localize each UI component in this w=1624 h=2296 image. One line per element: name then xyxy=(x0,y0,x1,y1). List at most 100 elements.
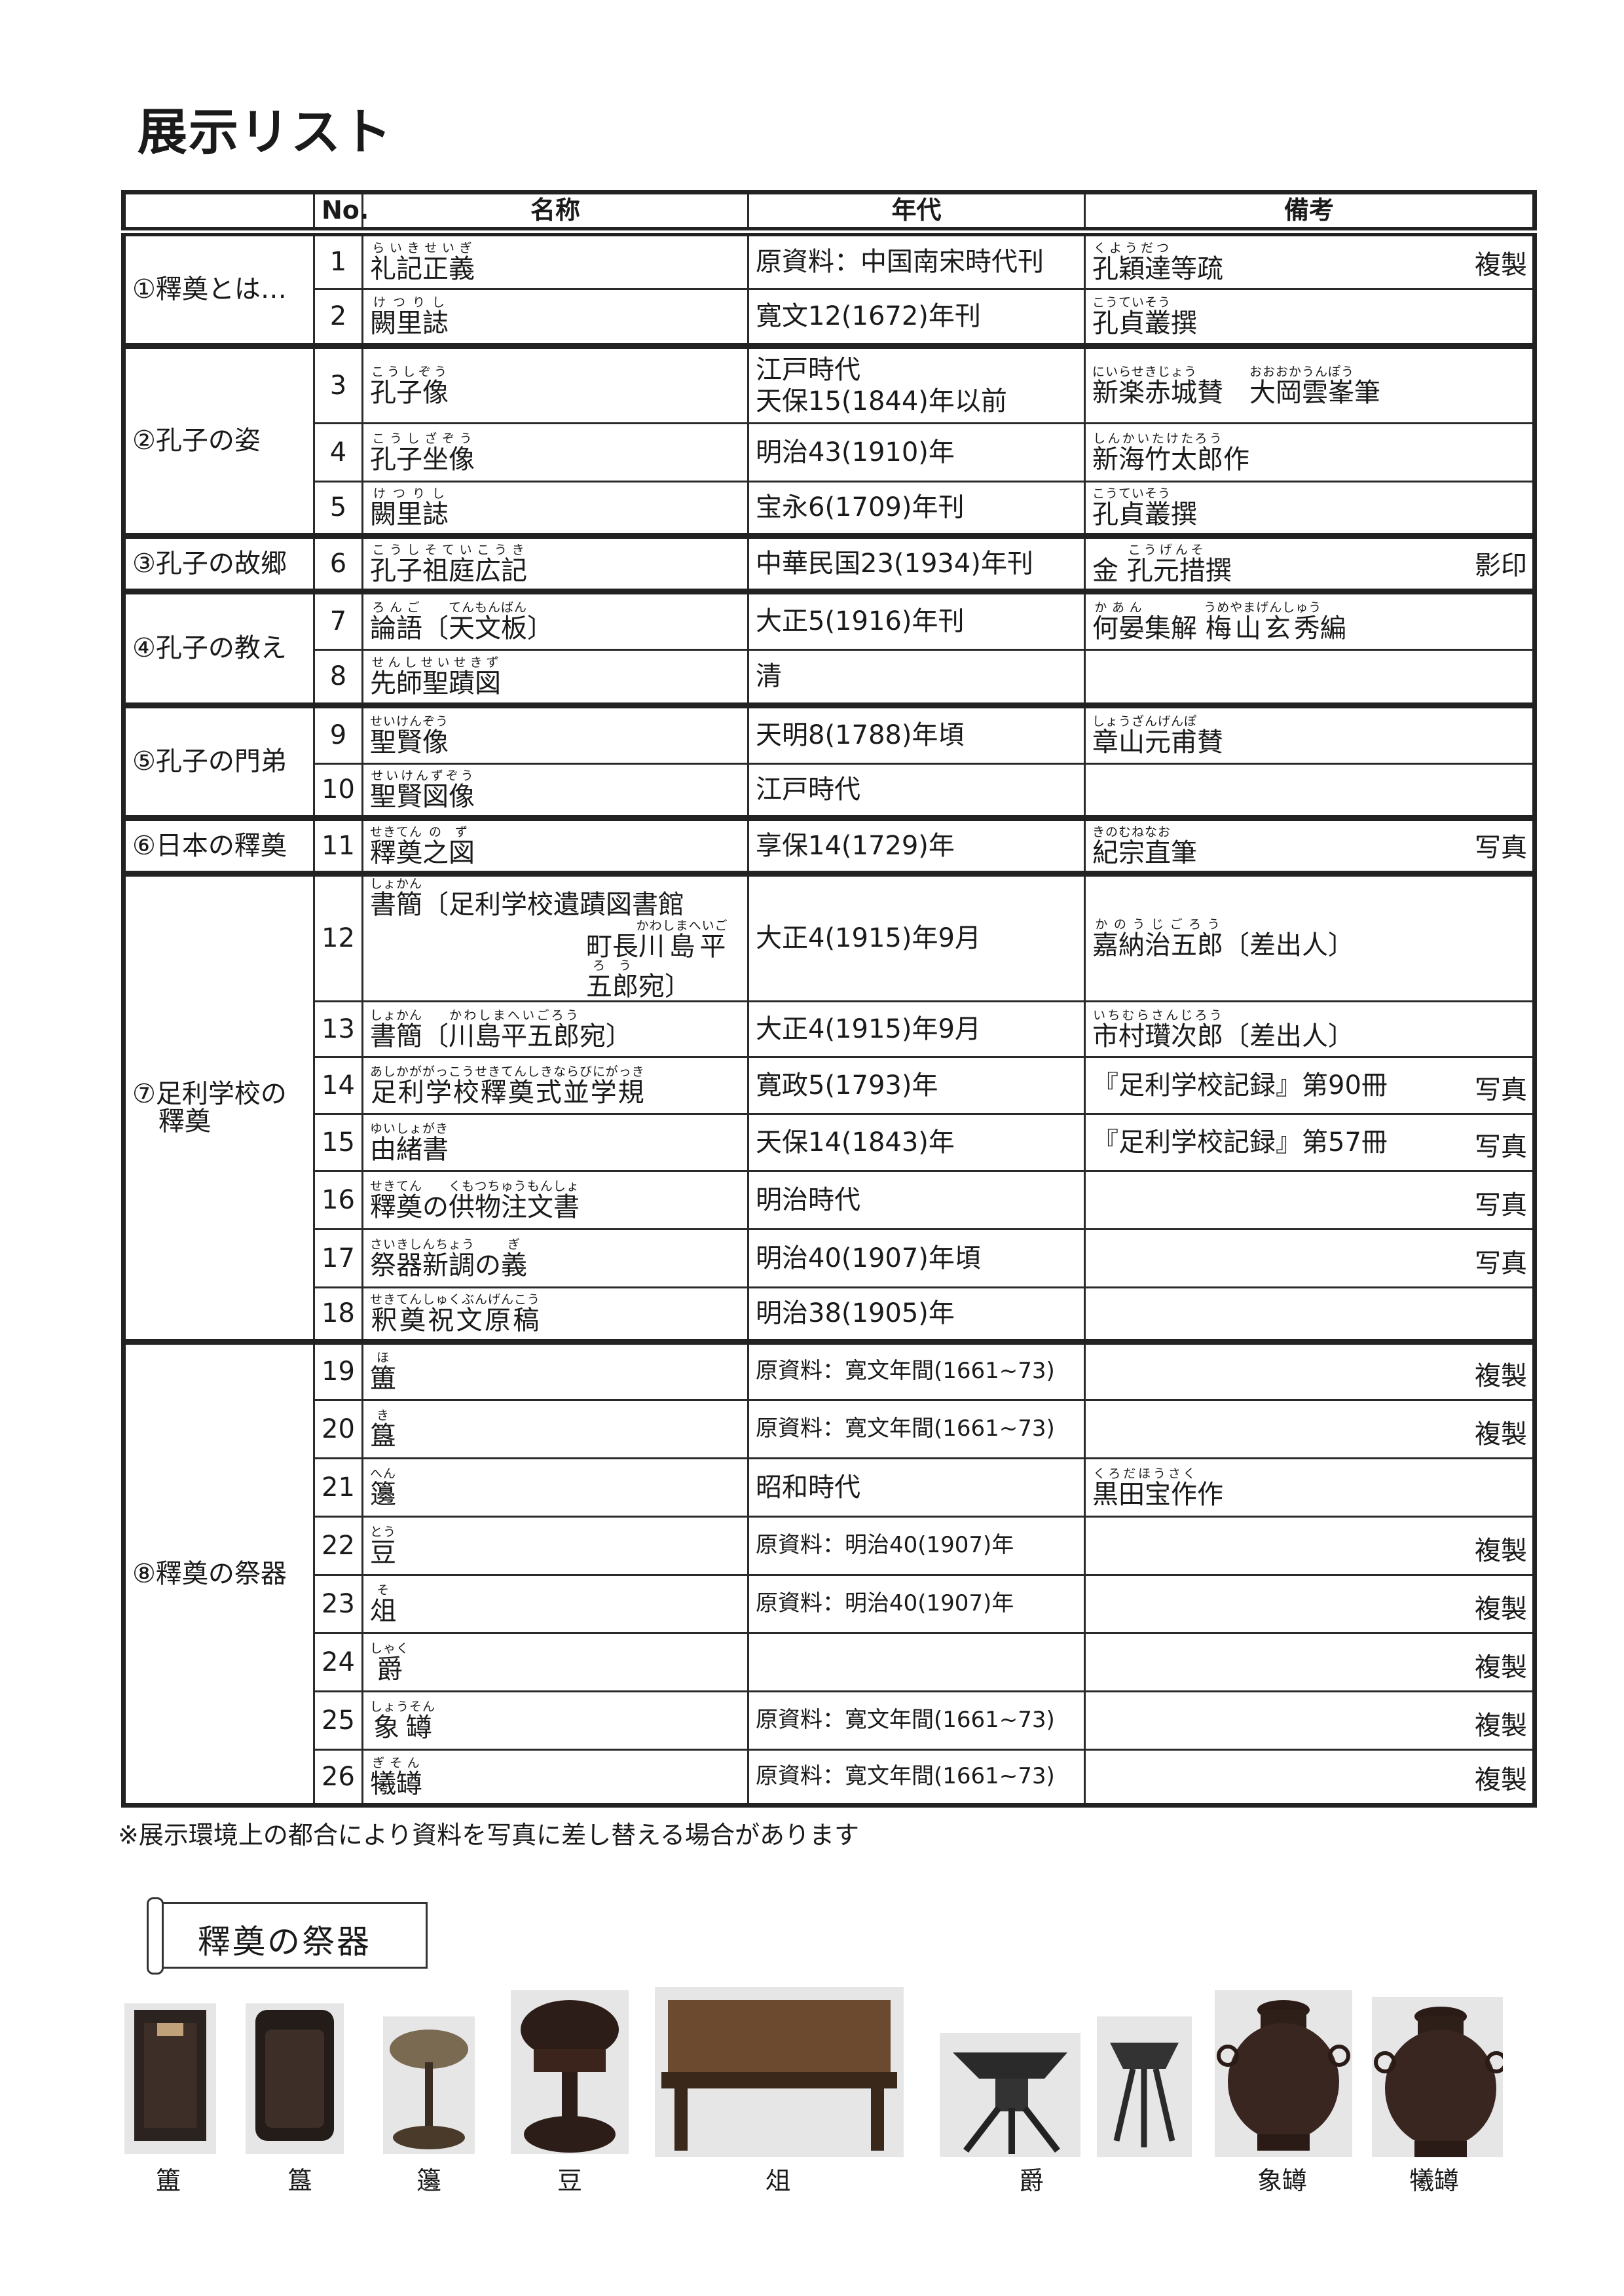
furigana: ず xyxy=(449,824,475,839)
item-name: 爵しゃく xyxy=(361,1631,749,1692)
item-name: 籩へん xyxy=(361,1457,749,1518)
item-remarks: 写真 xyxy=(1084,1169,1536,1230)
ruby-text: 市村瓚次郎いちむらさんじろう xyxy=(1092,1008,1223,1051)
name-line: 足利学校釋奠式並学規あしかががっこうせきてんしきならびにがっき xyxy=(370,1065,741,1106)
table-body: ①釋奠とは… 1 礼記正義らいきせいぎ 原資料：中国南宋時代刊 孔穎達くようだつ等疏 複製… xyxy=(122,228,1536,1806)
vessel-box-round-image xyxy=(255,2010,334,2141)
table-row: 4 孔子坐像こうしざぞう 明治43(1910)年 新海竹太郎しんかいたけたろう作 xyxy=(124,422,1536,483)
item-remarks: 嘉納治五郎かのうじごろう〔差出人〕 xyxy=(1084,870,1536,1002)
item-name: 俎そ xyxy=(361,1573,749,1634)
item-number: 3 xyxy=(313,342,363,424)
item-remarks: 複製 xyxy=(1084,1631,1536,1692)
furigana: ぎそん xyxy=(370,1755,422,1770)
ruby-text: 新海竹太郎しんかいたけたろう xyxy=(1092,431,1223,475)
period-line: 明治38(1905)年 xyxy=(756,1298,955,1328)
item-number: 17 xyxy=(313,1228,363,1288)
name-line: 書簡しょかん〔足利学校遺蹟図書館 xyxy=(370,876,685,920)
table-row: 18 釈奠祝文原稿せきてんしゅくぶんげんこう 明治38(1905)年 xyxy=(124,1286,1536,1343)
item-period: 明治40(1907)年頃 xyxy=(747,1228,1086,1288)
item-remarks: 金 孔元措こうげんそ撰 影印 xyxy=(1084,532,1536,592)
name-line: 由緒書ゆいしょがき xyxy=(370,1121,741,1163)
period-line: 大正4(1915)年9月 xyxy=(756,1013,981,1044)
item-remarks: 市村瓚次郎いちむらさんじろう〔差出人〕 xyxy=(1084,1000,1536,1058)
item-period: 大正4(1915)年9月 xyxy=(747,870,1086,1002)
name-line: 孔子坐像こうしざぞう xyxy=(370,431,741,473)
table-row: 22 豆とう 原資料：明治40(1907)年 複製 xyxy=(124,1515,1536,1576)
ruby-text: 簠ほ xyxy=(370,1351,396,1394)
table-row: 20 簋き 原資料：寛文年間(1661~73) 複製 xyxy=(124,1398,1536,1459)
ruby-text: 聖賢図像せいけんずぞう xyxy=(370,769,475,812)
name-line: 象罇しょうそん xyxy=(370,1700,741,1741)
item-name: 聖賢像せいけんぞう xyxy=(361,702,749,765)
item-remarks: 写真 xyxy=(1084,1228,1536,1288)
table-row: 17 祭器新調さいきしんちょうの義ぎ 明治40(1907)年頃 写真 xyxy=(124,1228,1536,1288)
section-label: ⑥日本の釋奠 xyxy=(122,814,315,875)
item-number: 11 xyxy=(313,814,363,875)
item-name: 書簡しょかん〔川島平五郎かわしまへいごろう宛〕 xyxy=(361,1000,749,1058)
scroll-roll-decoration xyxy=(147,1897,164,1975)
reproduction-type-tag: 複製 xyxy=(1475,1360,1527,1391)
item-period: 江戸時代 天保15(1844)年以前 xyxy=(747,342,1086,424)
item-name: 象罇しょうそん xyxy=(361,1690,749,1751)
period-line: 明治時代 xyxy=(756,1184,860,1215)
period-line: 明治43(1910)年 xyxy=(756,437,955,467)
vessel-table-image xyxy=(661,2000,897,2151)
gallery-heading: 釋奠の祭器 xyxy=(198,1923,371,1961)
furigana: かわしまへいごろう xyxy=(449,1008,580,1023)
table-row: ①釋奠とは… 1 礼記正義らいきせいぎ 原資料：中国南宋時代刊 孔穎達くようだつ等疏 複製 xyxy=(122,228,1536,347)
furigana: ろんご xyxy=(370,600,422,615)
item-number: 6 xyxy=(313,532,363,592)
item-number: 13 xyxy=(313,1000,363,1058)
ruby-text: 大岡雲峯おおおかうんぽう xyxy=(1249,364,1355,408)
furigana: しゃく xyxy=(370,1641,410,1656)
name-line: 簠ほ xyxy=(370,1351,741,1393)
section-label: ②孔子の姿 xyxy=(122,342,315,537)
name-line: 釈奠祝文原稿せきてんしゅくぶんげんこう xyxy=(370,1292,741,1334)
section-label: ⑧釋奠の祭器 xyxy=(122,1338,315,1806)
item-name: 由緒書ゆいしょがき xyxy=(361,1112,749,1172)
ruby-text: 聖賢像せいけんぞう xyxy=(370,714,449,757)
ruby-text: 川島平五郎かわしまへいごろう xyxy=(586,918,728,1002)
item-number: 4 xyxy=(313,422,363,483)
furigana: あしかががっこうせきてんしきならびにがっき xyxy=(370,1064,645,1079)
vessel-label: 簋 xyxy=(287,2166,313,2195)
table-row: ④孔子の教え 7 論語ろんご〔天文板てんもんばん〕 大正5(1916)年刊 何晏かあん集… xyxy=(122,588,1536,706)
item-remarks: 何晏かあん集解 梅山玄秀うめやまげんしゅう編 xyxy=(1084,588,1536,651)
furigana: しょかん xyxy=(370,876,423,891)
ruby-text: 孔貞叢こうていそう xyxy=(1092,486,1172,530)
period-line: 原資料：中国南宋時代刊 xyxy=(756,247,1044,278)
period-line: 享保14(1729)年 xyxy=(756,830,955,861)
ruby-text: 川島平五郎かわしまへいごろう xyxy=(449,1008,580,1051)
ruby-text: 書簡しょかん xyxy=(370,1008,423,1051)
vessel-label: 豆 xyxy=(557,2166,583,2195)
item-remarks: 複製 xyxy=(1084,1748,1536,1806)
ruby-text: 象罇しょうそん xyxy=(370,1699,436,1743)
furigana: へん xyxy=(370,1466,397,1481)
item-period: 寛政5(1793)年 xyxy=(747,1055,1086,1115)
name-line: 籩へん xyxy=(370,1467,741,1508)
item-number: 24 xyxy=(313,1631,363,1692)
item-remarks: 複製 xyxy=(1084,1338,1536,1401)
item-remarks: 複製 xyxy=(1084,1573,1536,1634)
item-remarks: 複製 xyxy=(1084,1398,1536,1459)
reproduction-type-tag: 複製 xyxy=(1475,1652,1527,1683)
table-row: ⑤孔子の門弟 9 聖賢像せいけんぞう 天明8(1788)年頃 章山元甫しょうざんげんぽ賛 xyxy=(122,702,1536,819)
item-name: 足利学校釋奠式並学規あしかががっこうせきてんしきならびにがっき xyxy=(361,1055,749,1115)
item-number: 10 xyxy=(313,762,363,819)
period-line: 原資料：明治40(1907)年 xyxy=(756,1531,1014,1558)
furigana: かあん xyxy=(1092,600,1145,615)
item-remarks: 黒田宝作くろだほうさく作 xyxy=(1084,1457,1536,1518)
reproduction-type-tag: 影印 xyxy=(1475,550,1527,581)
item-period: 原資料：明治40(1907)年 xyxy=(747,1573,1086,1634)
ruby-text: 俎そ xyxy=(370,1582,396,1626)
ruby-text: 孔子像こうしぞう xyxy=(370,364,449,408)
reproduction-type-tag: 複製 xyxy=(1475,1535,1527,1566)
vessel-photo xyxy=(246,2003,344,2154)
item-name: 書簡しょかん〔足利学校遺蹟図書館 町長川島平五郎かわしまへいごろう宛〕 xyxy=(361,870,749,1002)
ruby-text: 祭器新調さいきしんちょう xyxy=(370,1237,475,1281)
period-line: 寛政5(1793)年 xyxy=(756,1070,938,1101)
reproduction-type-tag: 複製 xyxy=(1475,1419,1527,1449)
name-line: 論語ろんご〔天文板てんもんばん〕 xyxy=(370,600,554,644)
vessel-photo xyxy=(124,2003,216,2154)
item-number: 14 xyxy=(313,1055,363,1115)
